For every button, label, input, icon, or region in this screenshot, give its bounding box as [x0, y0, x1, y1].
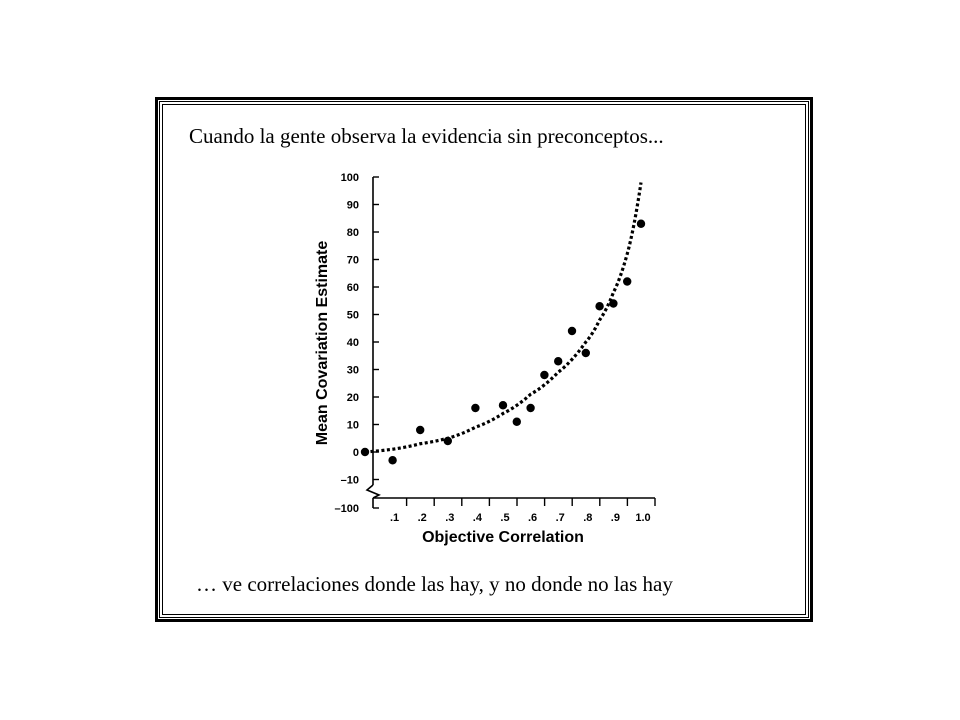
x-tick-label: .3 — [445, 512, 454, 524]
x-tick-label: .6 — [528, 512, 537, 524]
y-tick-label: 70 — [347, 255, 359, 267]
data-point — [498, 401, 508, 410]
data-point — [609, 299, 618, 308]
y-tick-label: 90 — [347, 200, 359, 212]
data-point — [540, 370, 549, 380]
data-point — [595, 302, 604, 311]
x-tick-label: 1.0 — [635, 512, 650, 524]
x-axis-title: Objective Correlation — [422, 529, 584, 546]
caption-top: Cuando la gente observa la evidencia sin… — [189, 124, 664, 148]
data-point — [471, 403, 480, 413]
trend-line — [364, 182, 643, 454]
y-tick-label: 0 — [353, 447, 359, 459]
y-tick-label: 20 — [347, 392, 359, 404]
data-point — [623, 277, 632, 286]
y-tick-label: 60 — [347, 282, 359, 294]
x-tick-label: .2 — [418, 512, 427, 524]
data-point — [526, 403, 535, 413]
y-tick-label: 10 — [347, 420, 359, 432]
y-tick-label: 40 — [347, 337, 359, 349]
data-point — [416, 425, 425, 435]
x-tick-label: .8 — [583, 512, 592, 524]
data-point — [567, 326, 577, 336]
slide-frame-outer — [155, 97, 813, 622]
y-tick-label: 30 — [347, 365, 359, 377]
slide-frame-inner — [162, 104, 806, 615]
y-tick-label: 100 — [341, 172, 359, 184]
x-tick-label: .1 — [390, 512, 399, 524]
data-point — [554, 357, 563, 366]
data-point — [636, 219, 646, 228]
x-tick-label: .5 — [500, 512, 509, 524]
trend-curve — [364, 182, 643, 454]
data-point — [443, 436, 452, 446]
chart-axes — [365, 176, 656, 509]
slide-frame-middle — [159, 101, 809, 618]
data-point — [512, 417, 521, 426]
x-tick-label: .4 — [473, 512, 483, 524]
y-tick-label: 80 — [347, 227, 359, 239]
data-point — [581, 348, 590, 358]
y-tick-label: –10 — [341, 475, 359, 487]
data-points — [360, 219, 646, 465]
y-tick-label-break: –100 — [335, 503, 359, 515]
x-tick-label: .7 — [556, 512, 565, 524]
y-axis-break — [365, 484, 381, 499]
axis-labels: 1009080706050403020100–10–100.1.2.3.4.5.… — [314, 172, 651, 546]
data-point — [388, 456, 397, 465]
data-point — [360, 447, 370, 457]
y-tick-label: 50 — [347, 310, 359, 322]
y-axis-title: Mean Covariation Estimate — [314, 241, 331, 446]
caption-bottom: … ve correlaciones donde las hay, y no d… — [196, 572, 673, 596]
x-tick-label: .9 — [611, 512, 620, 524]
